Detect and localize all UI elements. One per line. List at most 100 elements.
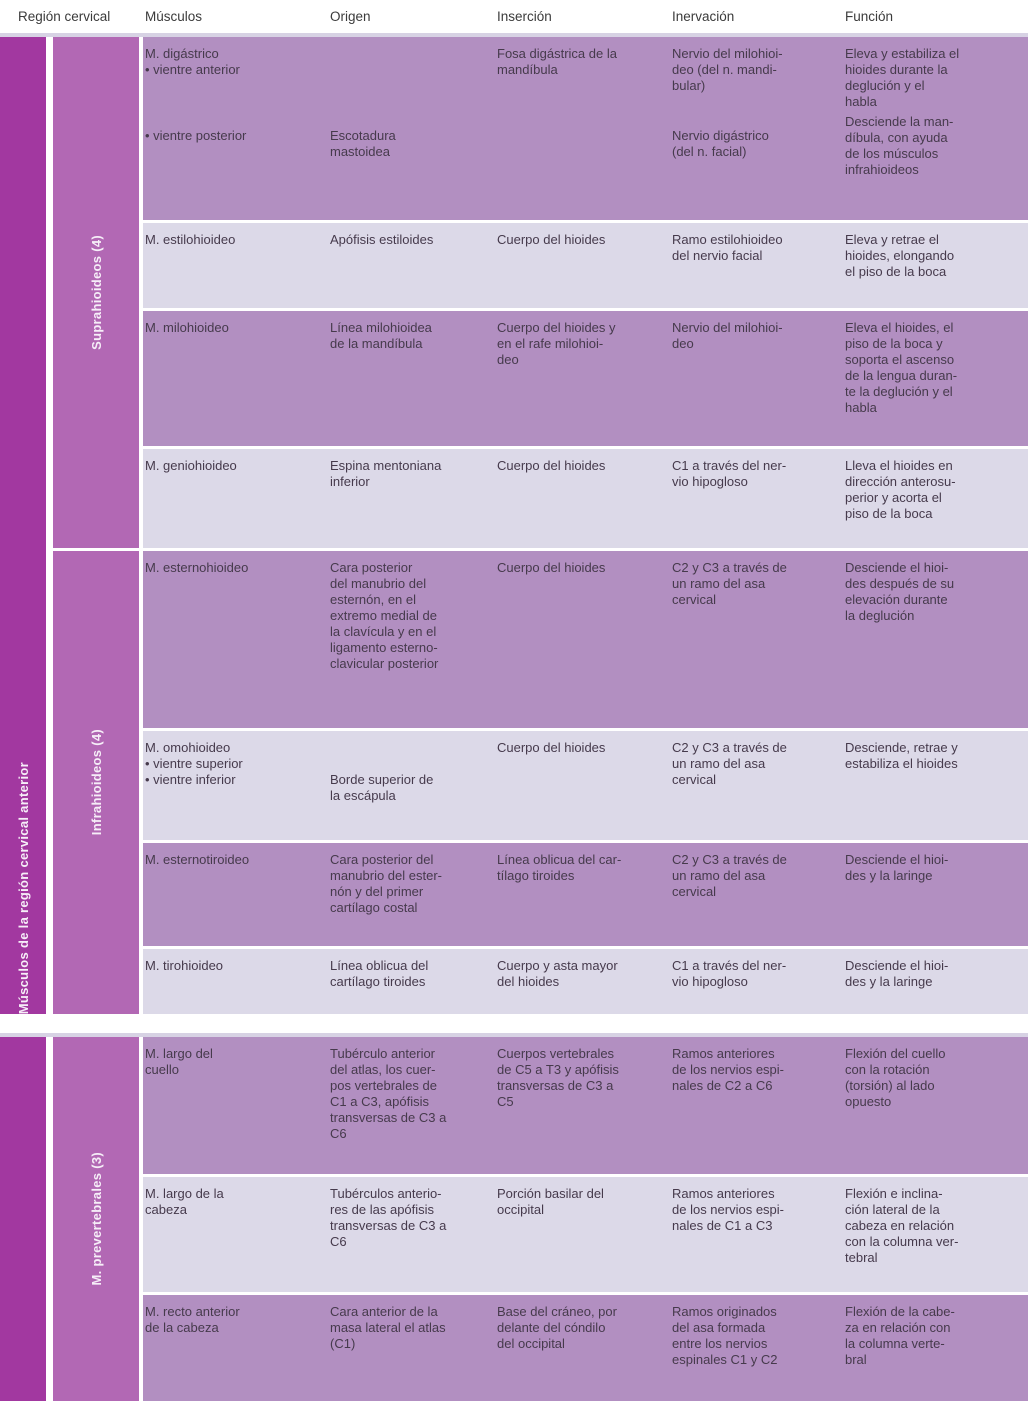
cell-text: Cuerpo del hioides <box>497 560 606 575</box>
table-cell: Ramos originados del asa formada entre l… <box>670 1295 843 1401</box>
cell-text: Cara anterior de la masa lateral el atla… <box>330 1304 446 1351</box>
cell-text: M. estilohioideo <box>145 232 236 247</box>
cell-text: Apófisis estiloides <box>330 232 434 247</box>
cell-text: Cuerpo del hioides <box>497 458 606 473</box>
table-cell: Desciende el hioi- des y la laringe <box>843 949 1028 1014</box>
section-top-border <box>0 33 1028 37</box>
muscle-group-band: Infrahioideos (4) <box>53 551 139 1014</box>
column-header-musculos: Músculos <box>145 9 203 24</box>
table-cell: Nervio del milohioi- deo (del n. mandi- … <box>670 37 843 220</box>
table-cell: Flexión de la cabe- za en relación con l… <box>843 1295 1028 1401</box>
table-cell: Borde superior de la escápula <box>328 731 495 840</box>
table-cell: Base del cráneo, por delante del cóndilo… <box>495 1295 670 1401</box>
cell-text: C2 y C3 a través de un ramo del asa cerv… <box>672 740 787 787</box>
table-cell: Línea oblicua del cartílago tiroides <box>328 949 495 1014</box>
table-cell: Ramos anteriores de los nervios espi- na… <box>670 1177 843 1292</box>
table-cell: Ramos anteriores de los nervios espi- na… <box>670 1037 843 1174</box>
table-row: M. recto anterior de la cabeza Cara anter… <box>143 1295 1028 1401</box>
muscle-group-label: Suprahioideos (4) <box>88 235 104 350</box>
cell-text: C2 y C3 a través de un ramo del asa cerv… <box>672 560 787 607</box>
table-cell: Cuerpos vertebrales de C5 a T3 y apófisi… <box>495 1037 670 1174</box>
table-row: M. esternohioideo Cara posterior del manu… <box>143 551 1028 728</box>
column-header-region-cervical: Región cervical <box>18 9 111 24</box>
cell-text: Nervio del milohioi- deo <box>672 320 783 351</box>
section-2-groups: M. prevertebrales (3) <box>53 1037 139 1401</box>
cell-text: Cuerpo del hioides <box>497 740 606 755</box>
table-cell: C1 a través del ner- vio hipogloso <box>670 949 843 1014</box>
table-cell: Lleva el hioides en dirección anterosu- … <box>843 449 1028 548</box>
cell-text: C1 a través del ner- vio hipogloso <box>672 958 787 989</box>
band-divider <box>46 1037 53 1401</box>
table-row: M. digástrico • vientre anterior • vientr… <box>143 37 1028 220</box>
table-cell: C2 y C3 a través de un ramo del asa cerv… <box>670 843 843 946</box>
table-row: M. esternotiroideo Cara posterior del man… <box>143 843 1028 946</box>
table-row: M. milohioideo Línea milohioidea de la ma… <box>143 311 1028 446</box>
cell-text: M. omohioideo • vientre superior • vient… <box>145 740 243 787</box>
group-divider <box>139 1037 143 1401</box>
table-cell: Desciende el hioi- des después de su ele… <box>843 551 1028 728</box>
column-header-origen: Origen <box>330 9 371 24</box>
cell-text: Eleva el hioides, el piso de la boca y s… <box>845 320 958 415</box>
table-cell: Escotadura mastoidea <box>328 37 495 220</box>
cell-text: Línea oblicua del cartílago tiroides <box>330 958 429 989</box>
table-cell: M. estilohioideo <box>143 223 328 308</box>
cell-text: Cuerpo del hioides y en el rafe milohioi… <box>497 320 616 367</box>
column-header-insercion: Inserción <box>497 9 552 24</box>
cell-text: Cara posterior del manubrio del ester- n… <box>330 852 442 915</box>
table-row: M. estilohioideo Apófisis estiloides Cuerp… <box>143 223 1028 308</box>
muscle-group-band: Suprahioideos (4) <box>53 37 139 548</box>
table-cell: M. digástrico • vientre anterior • vientr… <box>143 37 328 220</box>
cell-text: Línea oblicua del car- tílago tiroides <box>497 852 622 883</box>
cell-text: C2 y C3 a través de un ramo del asa cerv… <box>672 852 787 899</box>
table-cell: M. largo de la cabeza <box>143 1177 328 1292</box>
cell-text: Porción basilar del occipital <box>497 1186 604 1217</box>
table-cell: M. geniohioideo <box>143 449 328 548</box>
cell-text: Desciende el hioi- des y la laringe <box>845 852 949 883</box>
table-section-prevertebral: M. prevertebrales (3) M. largo del cuell… <box>0 1033 1028 1401</box>
region-band-label: Músculos de la región cervical anterior <box>15 761 31 1014</box>
table-cell: M. esternotiroideo <box>143 843 328 946</box>
muscle-group-band: M. prevertebrales (3) <box>53 1037 139 1401</box>
cell-text: M. milohioideo <box>145 320 229 335</box>
table-cell: Desciende, retrae y estabiliza el hioide… <box>843 731 1028 840</box>
table-cell: Cuerpo del hioides y en el rafe milohioi… <box>495 311 670 446</box>
section-1-rows: M. digástrico • vientre anterior • vientr… <box>143 37 1028 1014</box>
cell-text: Ramo estilohioideo del nervio facial <box>672 232 783 263</box>
table-header-row: Región cervical Músculos Origen Inserció… <box>0 0 1028 33</box>
cell-text: Desciende, retrae y estabiliza el hioide… <box>845 740 958 771</box>
table-cell: M. tirohioideo <box>143 949 328 1014</box>
cell-text: Ramos originados del asa formada entre l… <box>672 1304 778 1367</box>
cell-text: Ramos anteriores de los nervios espi- na… <box>672 1186 784 1233</box>
table-cell: Ramo estilohioideo del nervio facial <box>670 223 843 308</box>
table-cell: Eleva el hioides, el piso de la boca y s… <box>843 311 1028 446</box>
table-cell: C2 y C3 a través de un ramo del asa cerv… <box>670 731 843 840</box>
section-top-border <box>0 1033 1028 1037</box>
table-cell: Línea oblicua del car- tílago tiroides <box>495 843 670 946</box>
table-cell: Eleva y estabiliza el hioides durante la… <box>843 37 1028 220</box>
cell-text: Escotadura mastoidea <box>330 128 396 159</box>
group-divider <box>139 37 143 1014</box>
cell-text: Flexión del cuello con la rotación (tors… <box>845 1046 946 1109</box>
table-cell: M. milohioideo <box>143 311 328 446</box>
section-2-rows: M. largo del cuello Tubérculo anterior de… <box>143 1037 1028 1401</box>
table-cell: M. recto anterior de la cabeza <box>143 1295 328 1401</box>
table-cell: Cuerpo del hioides <box>495 449 670 548</box>
cell-text: M. digástrico • vientre anterior <box>145 46 240 77</box>
cell-text: Espina mentoniana inferior <box>330 458 442 489</box>
table-cell: Cuerpo y asta mayor del hioides <box>495 949 670 1014</box>
table-cell: Nervio del milohioi- deo <box>670 311 843 446</box>
table-cell: Flexión e inclina- ción lateral de la ca… <box>843 1177 1028 1292</box>
muscle-group-label: Infrahioideos (4) <box>88 729 104 836</box>
table-cell: C1 a través del ner- vio hipogloso <box>670 449 843 548</box>
table-section-anterior-cervical: Músculos de la región cervical anterior … <box>0 33 1028 1014</box>
column-header-funcion: Función <box>845 9 894 24</box>
region-band: Músculos de la región cervical anterior <box>0 37 46 1014</box>
cell-text: M. esternotiroideo <box>145 852 250 867</box>
table-cell: M. omohioideo • vientre superior • vient… <box>143 731 328 840</box>
cell-text: Tubérculo anterior del atlas, los cuer- … <box>330 1046 447 1141</box>
muscle-group-label: M. prevertebrales (3) <box>88 1152 104 1286</box>
cell-text: M. largo de la cabeza <box>145 1186 224 1217</box>
column-header-inervacion: Inervación <box>672 9 735 24</box>
section-body: M. prevertebrales (3) M. largo del cuell… <box>0 1037 1028 1401</box>
cell-text: Línea milohioidea de la mandíbula <box>330 320 432 351</box>
